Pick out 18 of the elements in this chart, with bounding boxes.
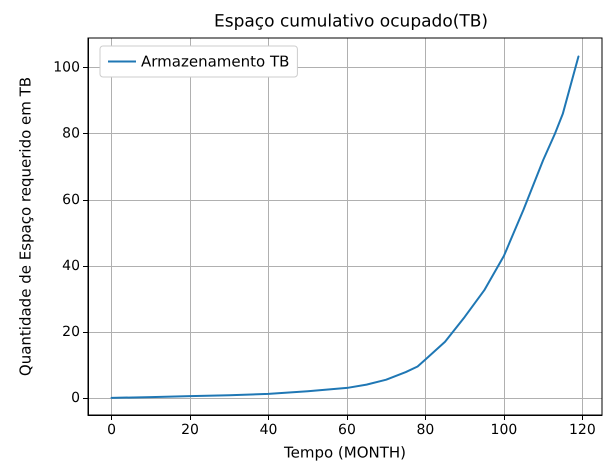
x-tick-label: 120 bbox=[569, 422, 596, 438]
x-tick-label: 60 bbox=[338, 422, 356, 438]
x-tick-label: 80 bbox=[416, 422, 434, 438]
legend-label: Armazenamento TB bbox=[141, 52, 290, 70]
x-tick-label: 0 bbox=[107, 422, 116, 438]
line-series bbox=[110, 55, 580, 399]
x-tick-label: 40 bbox=[260, 422, 278, 438]
y-tick-label: 40 bbox=[62, 258, 80, 274]
y-tick-label: 0 bbox=[71, 390, 80, 406]
y-tick-label: 100 bbox=[53, 60, 80, 76]
y-tick-label: 60 bbox=[62, 192, 80, 208]
y-tick-label: 80 bbox=[62, 126, 80, 142]
x-tick-label: 100 bbox=[490, 422, 518, 438]
x-tick-label: 20 bbox=[181, 422, 199, 438]
y-tick-label: 20 bbox=[62, 324, 80, 340]
x-axis-title: Tempo (MONTH) bbox=[282, 444, 406, 462]
y-axis-title: Quantidade de Espaço requerido em TB bbox=[16, 76, 34, 376]
chart-title: Espaço cumulativo ocupado(TB) bbox=[214, 12, 488, 32]
